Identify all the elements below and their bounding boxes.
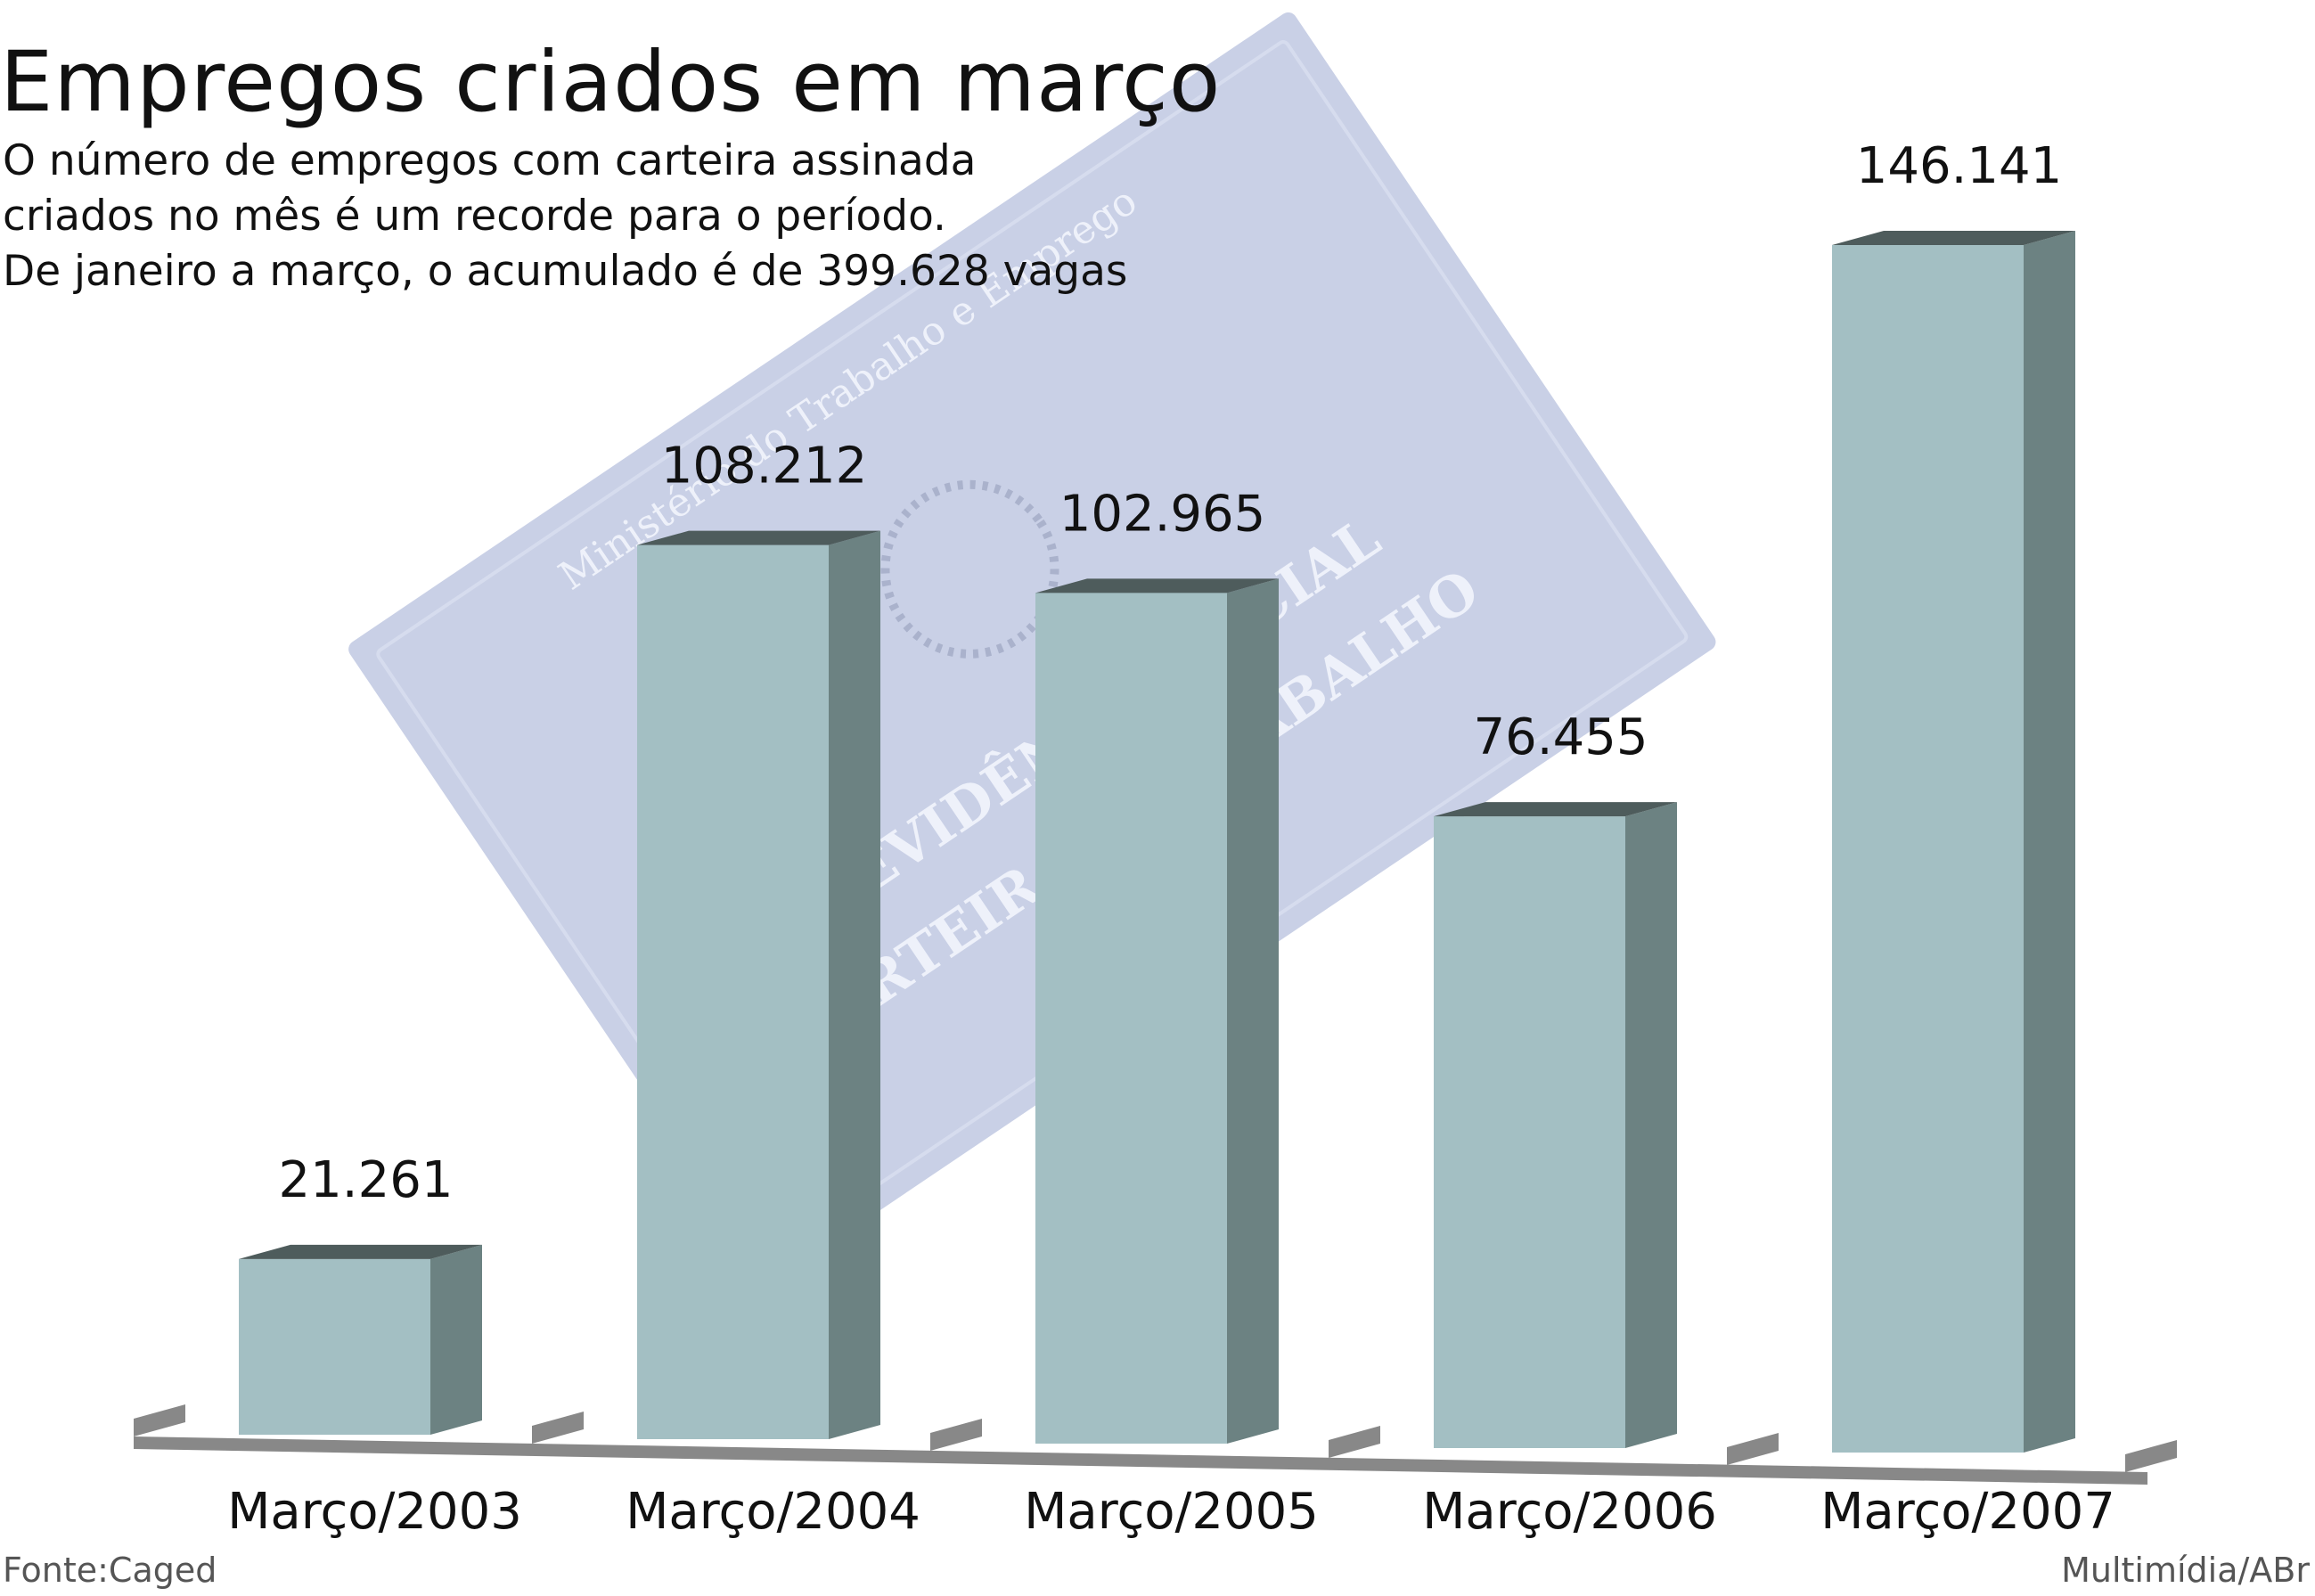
chart-title: Empregos criados em março (0, 34, 1222, 131)
bar-front (1832, 245, 2024, 1453)
bar (637, 530, 880, 1439)
category-label: Março/2003 (227, 1483, 522, 1541)
source-note: Fonte:Caged (3, 1551, 217, 1590)
chart-subtitle: O número de empregos com carteira assina… (3, 134, 1127, 299)
bar-side (2024, 231, 2075, 1453)
bar (239, 1244, 482, 1435)
bar-front (239, 1258, 430, 1435)
floor-divider (134, 1404, 185, 1436)
bar (1434, 802, 1677, 1448)
bar-front (1035, 593, 1227, 1444)
chart-floor (134, 1404, 2177, 1485)
bars (239, 231, 2075, 1453)
subtitle-line: O número de empregos com carteira assina… (3, 136, 977, 185)
bar-top (1035, 578, 1279, 593)
value-label: 76.455 (1474, 708, 1648, 766)
bar-side (430, 1244, 482, 1435)
bar-top (637, 530, 880, 545)
bar (1035, 578, 1279, 1444)
floor-divider (2125, 1440, 2177, 1472)
bar-top (1434, 802, 1677, 817)
floor-divider (1727, 1433, 1779, 1465)
value-label: 102.965 (1059, 485, 1266, 543)
value-labels: 21.261 108.212 102.965 76.455 146.141 (279, 137, 2063, 1209)
bar-side (1227, 578, 1279, 1444)
value-label: 146.141 (1856, 137, 2063, 195)
bar-top (1832, 231, 2075, 245)
subtitle-line: De janeiro a março, o acumulado é de 399… (3, 247, 1128, 296)
floor-divider (1329, 1426, 1380, 1458)
bar-front (637, 544, 829, 1439)
category-labels: Março/2003 Março/2004 Março/2005 Março/2006… (227, 1483, 2115, 1541)
value-label: 21.261 (279, 1151, 454, 1209)
bar-side (829, 530, 880, 1439)
subtitle-line: criados no mês é um recorde para o perío… (3, 192, 946, 241)
bar-side (1625, 802, 1677, 1448)
floor-divider (532, 1412, 584, 1444)
coat-of-arms-icon (880, 479, 1059, 659)
category-label: Março/2006 (1422, 1483, 1717, 1541)
bar-top (239, 1244, 482, 1259)
credit-note: Multimídia/ABr (2061, 1551, 2310, 1590)
category-label: Março/2007 (1820, 1483, 2115, 1541)
bar-front (1434, 816, 1625, 1448)
floor-strip (134, 1436, 2147, 1485)
bar (1832, 231, 2075, 1453)
category-label: Março/2004 (626, 1483, 920, 1541)
value-label: 108.212 (661, 438, 868, 495)
floor-divider (930, 1419, 982, 1451)
category-label: Março/2005 (1024, 1483, 1319, 1541)
